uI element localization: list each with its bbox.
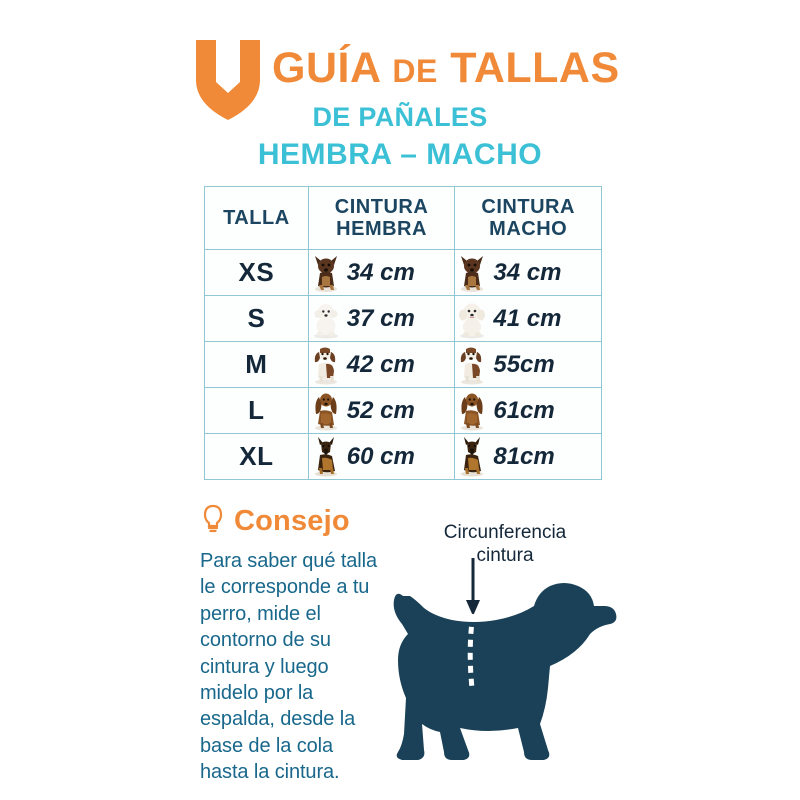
measure-macho: 41 cm (493, 304, 562, 332)
subtitle-hembra-macho: HEMBRA – MACHO (257, 138, 543, 171)
header: GUÍA DE TALLAS DE PAÑALES HEMBRA – MACHO (0, 0, 800, 180)
measure-hembra: 37 cm (346, 304, 415, 332)
cell-talla: XL (204, 433, 309, 480)
waist-annotation: Circunferencia cintura (405, 521, 605, 567)
column-header-talla-line1: TALLA (223, 206, 290, 229)
cell-cintura-macho: 81cm (454, 433, 602, 480)
table-row: XL (204, 433, 602, 480)
column-header-talla: TALLA (204, 186, 309, 250)
measure-hembra: 42 cm (346, 350, 415, 378)
cell-cintura-macho: 61cm (454, 387, 602, 434)
column-header-cintura-macho: CINTURA MACHO (454, 186, 602, 250)
cell-cintura-macho: 34 cm (454, 249, 602, 296)
dog-photo-chihuahua-icon (455, 252, 489, 293)
dog-photo-beagle-icon (455, 344, 489, 385)
dog-photo-cocker-spaniel-icon (455, 390, 489, 431)
annotation-line-2: cintura (476, 545, 534, 567)
table-row: M (204, 341, 602, 388)
column-header-macho-line1: CINTURA (481, 195, 575, 218)
measure-macho: 34 cm (493, 258, 562, 286)
measure-hembra: 34 cm (346, 258, 415, 286)
page-title: GUÍA DE TALLAS (272, 44, 620, 93)
subtitle-panales: DE PAÑALES (312, 102, 488, 132)
dog-photo-beagle-icon (309, 344, 343, 385)
cell-cintura-macho: 41 cm (454, 295, 602, 342)
title-guia: GUÍA (272, 44, 380, 92)
table-row: S (204, 295, 602, 342)
measure-macho: 81cm (493, 442, 555, 470)
column-header-cintura-hembra: CINTURA HEMBRA (307, 186, 456, 250)
title-de: DE (392, 53, 438, 89)
table-row: L (204, 387, 602, 434)
dog-photo-german-shepherd-icon (309, 436, 343, 477)
cell-cintura-hembra: 60 cm (307, 433, 456, 480)
dashed-waist-line (467, 613, 476, 689)
measure-macho: 55cm (493, 350, 555, 378)
cell-talla: L (204, 387, 309, 434)
title-tallas: TALLAS (450, 44, 620, 92)
shield-logo (194, 36, 262, 122)
annotation-line-1: Circunferencia (443, 522, 567, 543)
measure-hembra: 52 cm (346, 396, 415, 424)
dog-photo-german-shepherd-icon (455, 436, 489, 477)
dog-silhouette (393, 583, 617, 760)
measure-macho: 61cm (493, 396, 555, 424)
table-header-row: TALLA CINTURA HEMBRA CINTURA MACHO (204, 186, 602, 250)
consejo-heading: Consejo (200, 504, 350, 539)
cell-talla: M (204, 341, 309, 388)
down-arrow-icon (466, 558, 480, 616)
column-header-macho-line2: MACHO (489, 218, 568, 240)
cell-cintura-hembra: 37 cm (307, 295, 456, 342)
table-row: XS (204, 249, 602, 296)
dog-photo-cocker-spaniel-icon (309, 390, 343, 431)
lightbulb-icon (200, 504, 226, 539)
dog-photo-maltese-icon (455, 298, 489, 339)
measure-hembra: 60 cm (346, 442, 415, 470)
cell-cintura-hembra: 42 cm (307, 341, 456, 388)
cell-talla: XS (204, 249, 309, 296)
cell-talla: S (204, 295, 309, 342)
dog-silhouette-diagram (378, 548, 623, 783)
dog-photo-bichon-icon (309, 298, 343, 339)
column-header-hembra-line1: CINTURA (334, 195, 429, 218)
column-header-hembra-line2: HEMBRA (336, 218, 427, 240)
dog-photo-chihuahua-icon (309, 252, 343, 293)
cell-cintura-macho: 55cm (454, 341, 602, 388)
consejo-label: Consejo (234, 505, 350, 537)
size-table: TALLA CINTURA HEMBRA CINTURA MACHO XS (204, 186, 602, 480)
cell-cintura-hembra: 52 cm (307, 387, 456, 434)
consejo-body-text: Para saber qué talla le corresponde a tu… (200, 550, 378, 784)
cell-cintura-hembra: 34 cm (307, 249, 456, 296)
